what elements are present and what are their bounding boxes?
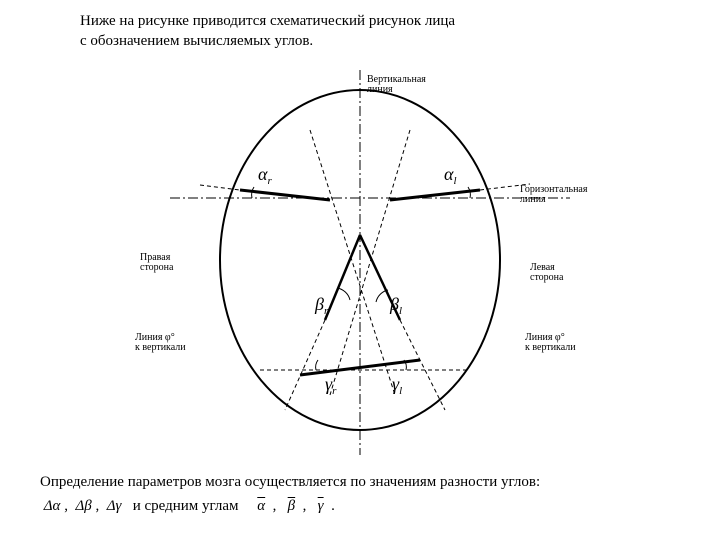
mean-gamma: γ — [318, 498, 324, 514]
label-phi-right: Линия φ°к вертикали — [135, 332, 186, 353]
angle-gamma-r: γr — [325, 374, 337, 397]
label-vertical: Вертикальнаялиния — [367, 74, 426, 95]
delta-gamma: Δγ — [107, 498, 122, 514]
mean-beta: β — [288, 498, 295, 514]
delta-beta: Δβ — [75, 498, 91, 514]
angle-beta-l: βl — [389, 294, 402, 317]
delta-alpha: Δα — [44, 498, 61, 514]
outro-text: Определение параметров мозга осуществляе… — [40, 470, 690, 518]
label-phi-left: Линия φ°к вертикали — [525, 332, 576, 353]
angle-beta-r: βr — [314, 294, 329, 317]
label-horizontal: Горизонтальнаялиния — [520, 184, 588, 205]
label-left-side: Леваясторона — [530, 262, 564, 283]
outro-line1: Определение параметров мозга осуществляе… — [40, 474, 540, 490]
angle-alpha-l: αl — [444, 164, 457, 187]
face-diagram: Вертикальнаялиния Горизонтальнаялиния Пр… — [0, 0, 720, 470]
angle-gamma-l: γl — [392, 374, 402, 397]
mean-alpha: α — [257, 498, 265, 514]
label-right-side: Праваясторона — [140, 252, 174, 273]
outro-avg: и средним углам — [133, 498, 239, 514]
angle-alpha-r: αr — [258, 164, 272, 187]
